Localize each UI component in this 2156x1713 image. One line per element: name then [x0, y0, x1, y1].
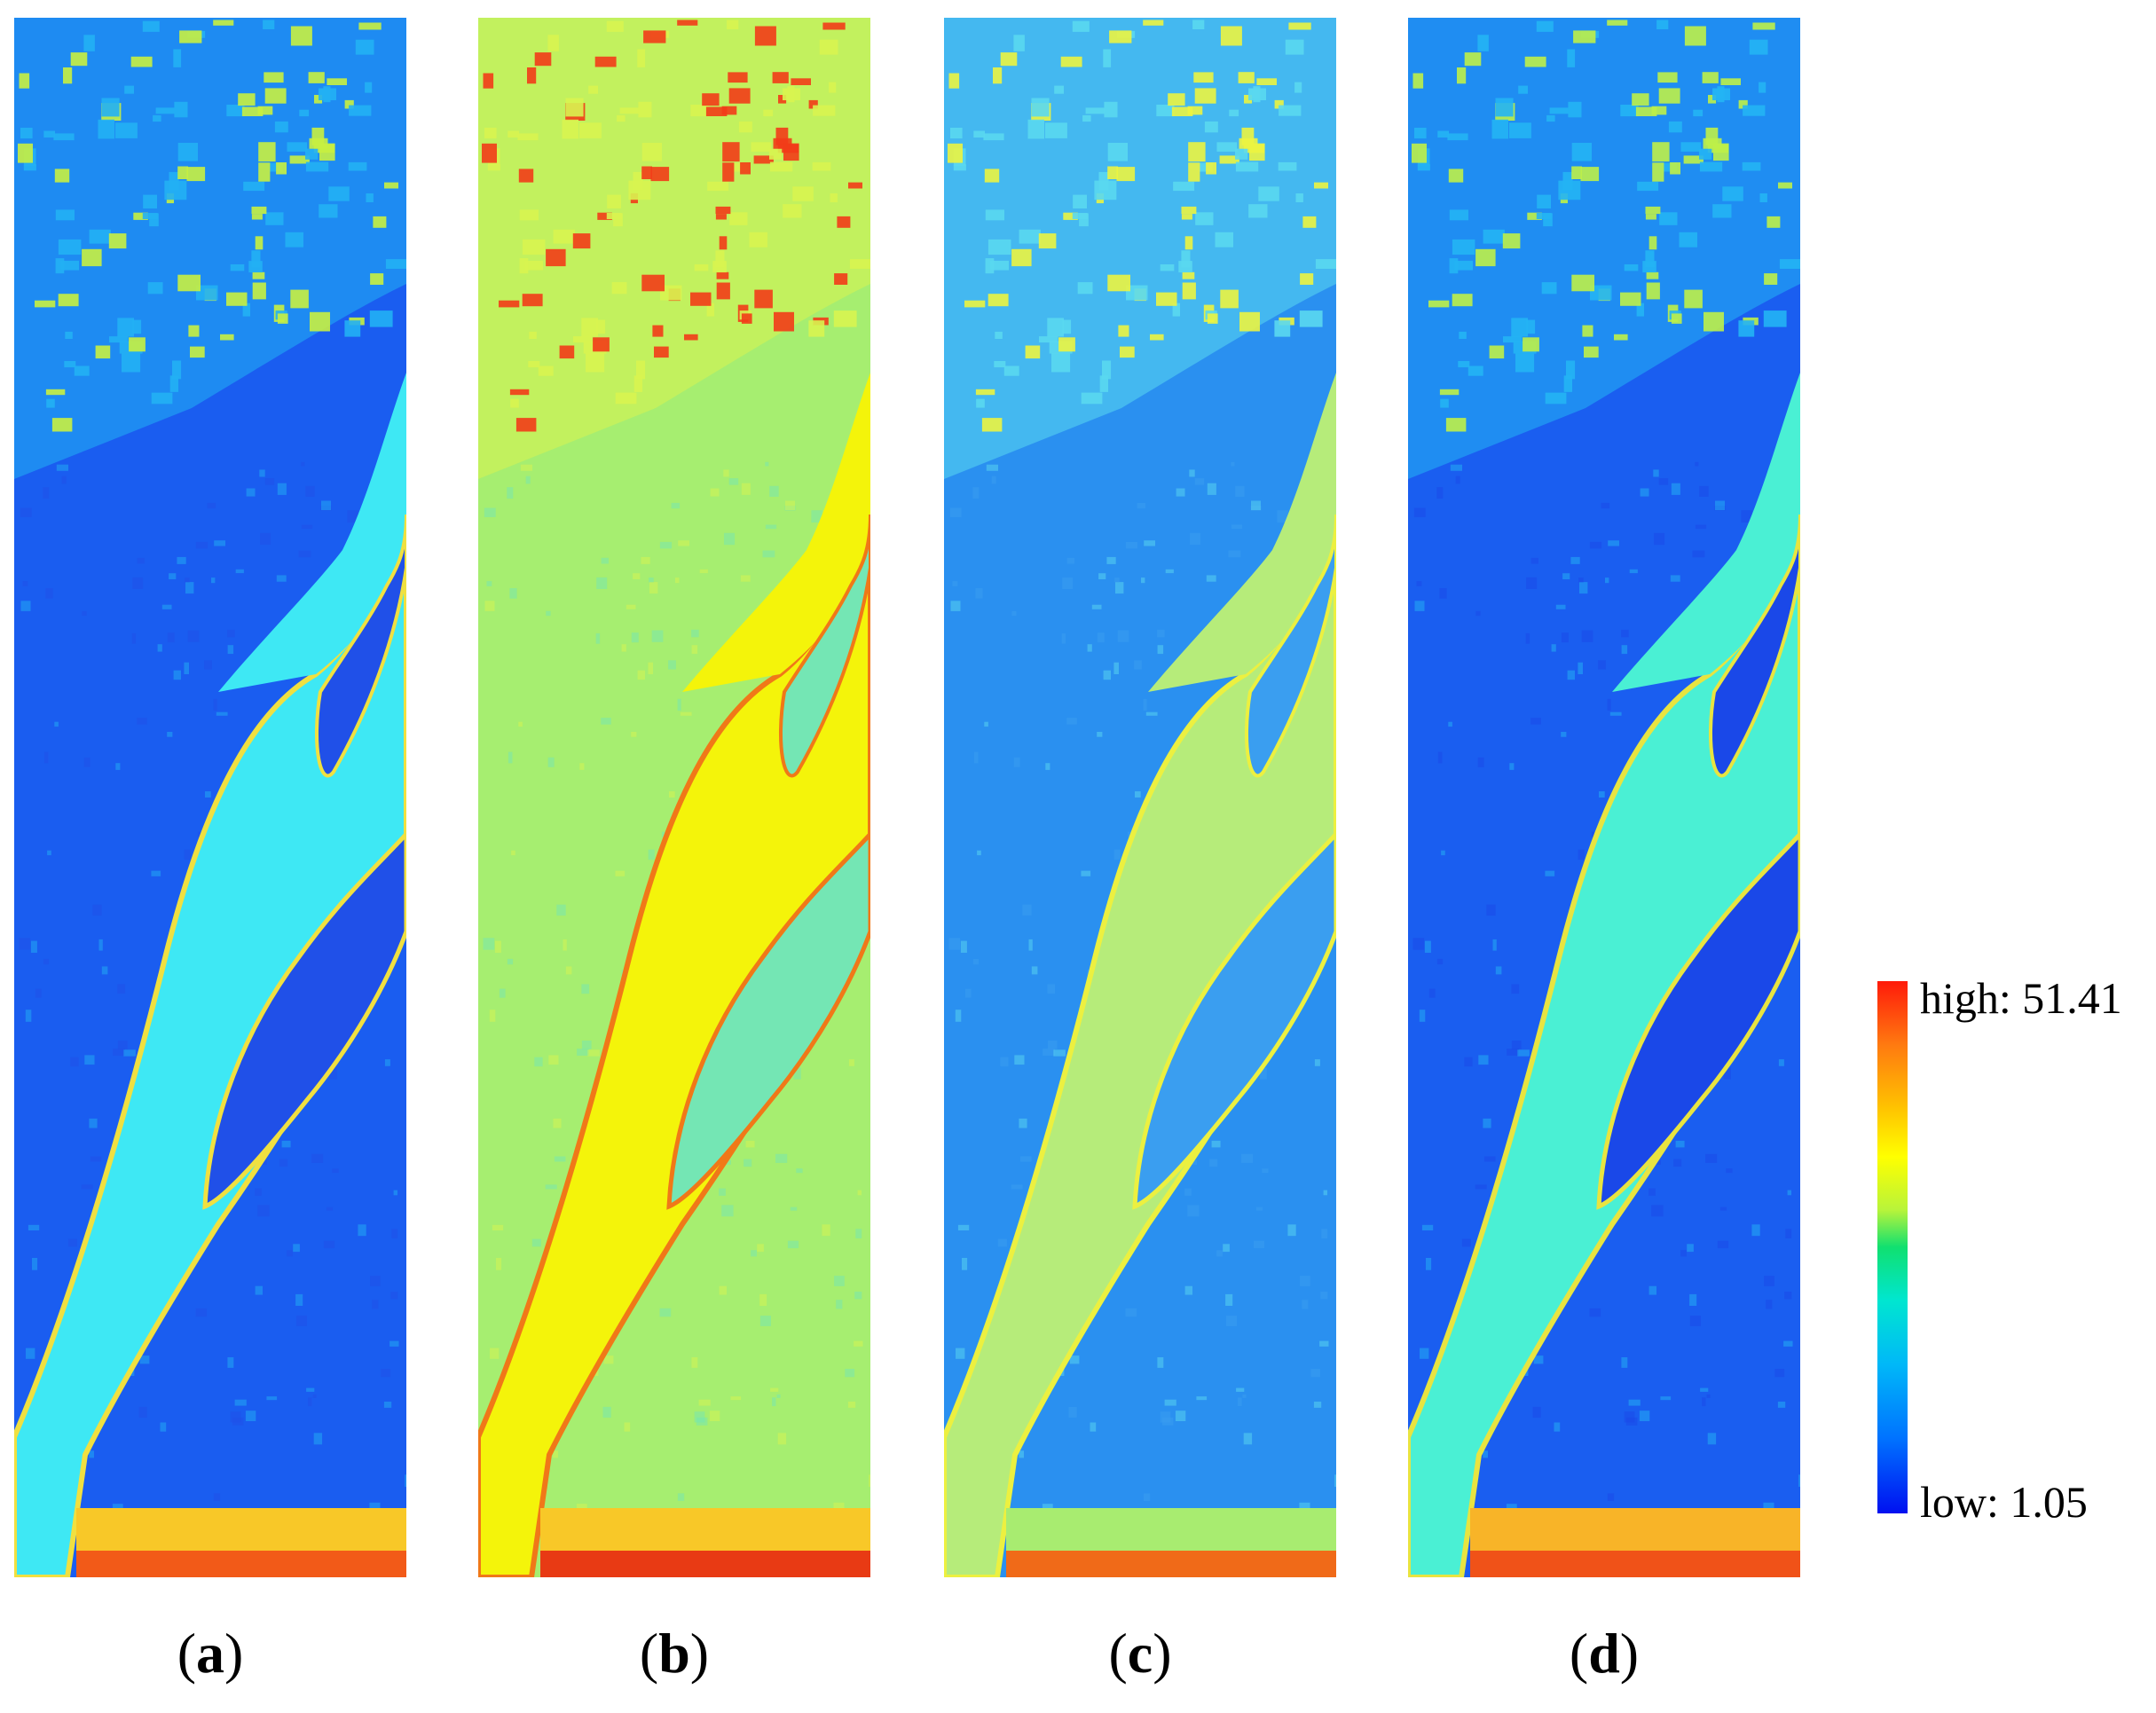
caption-c: (c) [1108, 1622, 1172, 1685]
caption-b: (b) [639, 1622, 710, 1685]
heatmap-panel-d [1408, 18, 1800, 1577]
heatmap-c-svg [944, 18, 1336, 1577]
colorbar [1877, 981, 1908, 1513]
heatmap-panel-b [478, 18, 870, 1577]
caption-a: (a) [177, 1622, 244, 1685]
heatmap-panel-a [14, 18, 406, 1577]
heatmap-d-svg [1408, 18, 1800, 1577]
caption-d: (d) [1569, 1622, 1640, 1685]
heatmap-a-svg [14, 18, 406, 1577]
heatmap-b-svg [478, 18, 870, 1577]
colorbar-low-label: low: 1.05 [1920, 1477, 2088, 1527]
colorbar-high-label: high: 51.41 [1920, 973, 2122, 1023]
heatmap-panel-c [944, 18, 1336, 1577]
